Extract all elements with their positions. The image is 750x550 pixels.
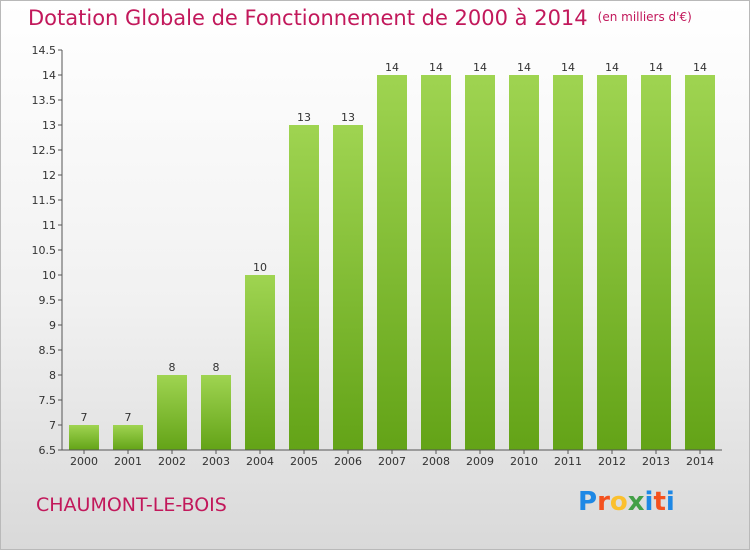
- bar-2002: [157, 375, 187, 450]
- x-tick-label: 2003: [202, 455, 230, 468]
- bar-value-label: 8: [213, 361, 220, 374]
- bar-value-label: 7: [125, 411, 132, 424]
- logo-letter: t: [653, 487, 666, 517]
- logo-letter: i: [665, 487, 675, 517]
- bar-2008: [421, 75, 451, 450]
- bar-2007: [377, 75, 407, 450]
- bar-value-label: 14: [385, 61, 399, 74]
- x-tick-label: 2001: [114, 455, 142, 468]
- bar-2013: [641, 75, 671, 450]
- x-tick-label: 2005: [290, 455, 318, 468]
- proxiti-logo[interactable]: Proxiti: [578, 487, 675, 517]
- bar-value-label: 10: [253, 261, 267, 274]
- bar-value-label: 14: [561, 61, 575, 74]
- bar-2011: [553, 75, 583, 450]
- x-tick-label: 2013: [642, 455, 670, 468]
- y-tick-label: 13.5: [32, 94, 57, 107]
- bar-2003: [201, 375, 231, 450]
- x-tick-label: 2010: [510, 455, 538, 468]
- commune-name: CHAUMONT-LE-BOIS: [36, 494, 227, 516]
- logo-letter: o: [609, 487, 628, 517]
- y-tick-label: 10: [42, 269, 56, 282]
- y-tick-label: 9.5: [39, 294, 57, 307]
- y-tick-label: 12: [42, 169, 56, 182]
- x-axis: 2000 2001 2002 2003 2004 2005 2006 2007 2008 2009…: [62, 449, 722, 468]
- bar-2006: [333, 125, 363, 450]
- y-tick-label: 6.5: [39, 444, 57, 457]
- x-tick-label: 2012: [598, 455, 626, 468]
- logo-letter: i: [644, 487, 654, 517]
- bar-value-label: 14: [649, 61, 663, 74]
- bar-value-label: 14: [473, 61, 487, 74]
- bar-value-label: 14: [693, 61, 707, 74]
- y-tick-label: 14.5: [32, 44, 57, 57]
- y-tick-label: 11.5: [32, 194, 57, 207]
- logo-letter: x: [627, 487, 645, 517]
- bar-group: 7 7 8 8 10 13 13 14 14 14 14 14 14 14 14: [69, 61, 715, 450]
- y-tick-label: 11: [42, 219, 56, 232]
- x-tick-label: 2007: [378, 455, 406, 468]
- bar-2014: [685, 75, 715, 450]
- y-tick-label: 9: [49, 319, 56, 332]
- bar-value-label: 14: [605, 61, 619, 74]
- bar-value-label: 13: [341, 111, 355, 124]
- x-tick-label: 2014: [686, 455, 714, 468]
- bar-2009: [465, 75, 495, 450]
- x-tick-label: 2009: [466, 455, 494, 468]
- logo-letter: P: [578, 487, 598, 517]
- y-tick-label: 14: [42, 69, 56, 82]
- bar-value-label: 13: [297, 111, 311, 124]
- y-tick-label: 10.5: [32, 244, 57, 257]
- x-tick-label: 2002: [158, 455, 186, 468]
- y-axis: 6.5 7 7.5 8 8.5 9 9.5 10 10.5 11 11.5 12 12.5 13 13.5 1…: [32, 44, 63, 457]
- y-tick-label: 8: [49, 369, 56, 382]
- y-tick-label: 7: [49, 419, 56, 432]
- bar-2012: [597, 75, 627, 450]
- x-tick-label: 2000: [70, 455, 98, 468]
- chart-unit: (en milliers d'€): [597, 10, 692, 24]
- bar-value-label: 14: [517, 61, 531, 74]
- y-tick-label: 7.5: [39, 394, 57, 407]
- logo-letter: r: [597, 487, 610, 517]
- bar-2004: [245, 275, 275, 450]
- bar-2001: [113, 425, 143, 450]
- chart-title-text: Dotation Globale de Fonctionnement de 20…: [28, 6, 588, 30]
- x-tick-label: 2008: [422, 455, 450, 468]
- bar-2000: [69, 425, 99, 450]
- chart-title: Dotation Globale de Fonctionnement de 20…: [28, 6, 692, 30]
- x-tick-label: 2011: [554, 455, 582, 468]
- x-tick-label: 2004: [246, 455, 274, 468]
- y-tick-label: 12.5: [32, 144, 57, 157]
- y-tick-label: 13: [42, 119, 56, 132]
- y-tick-label: 8.5: [39, 344, 57, 357]
- bar-value-label: 7: [81, 411, 88, 424]
- bar-2005: [289, 125, 319, 450]
- bar-2010: [509, 75, 539, 450]
- bar-value-label: 8: [169, 361, 176, 374]
- x-tick-label: 2006: [334, 455, 362, 468]
- bar-value-label: 14: [429, 61, 443, 74]
